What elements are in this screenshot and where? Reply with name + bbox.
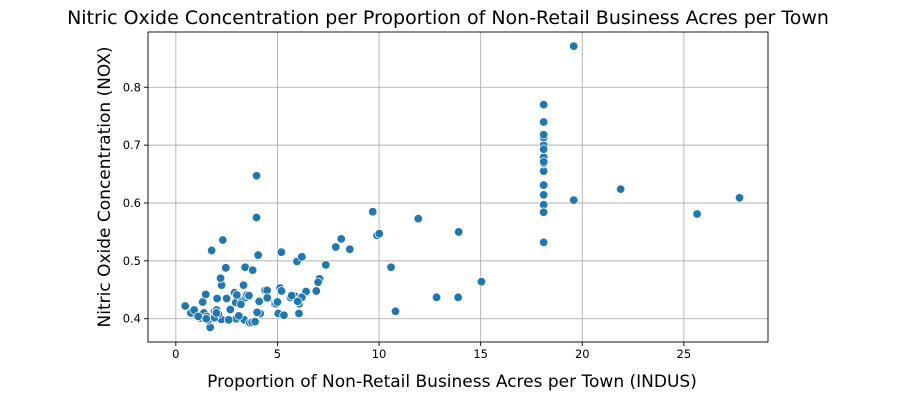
data-point [215, 273, 226, 283]
data-point [201, 289, 211, 300]
y-tick-label: 0.5 [123, 254, 141, 268]
data-point [272, 297, 283, 307]
data-point [368, 206, 378, 217]
data-point [236, 299, 246, 309]
data-point [262, 293, 272, 303]
data-point [538, 130, 549, 140]
x-tick-label: 10 [372, 347, 387, 361]
data-point [238, 280, 249, 290]
data-point [538, 144, 549, 154]
data-point [569, 195, 579, 205]
data-point [211, 308, 222, 318]
data-point [252, 307, 262, 318]
plot-frame [147, 31, 769, 343]
data-point [253, 250, 263, 260]
data-point [538, 190, 549, 200]
axis-ticks: 0 5 10 15 20 25 0.4 0.5 0.6 0.7 0.8 [123, 80, 691, 361]
y-tick-label: 0.6 [123, 196, 141, 210]
data-point [538, 157, 549, 167]
data-point [311, 286, 321, 296]
data-point [297, 252, 307, 262]
data-point [221, 263, 231, 273]
data-points [180, 41, 745, 333]
data-point [538, 117, 549, 127]
data-point [321, 260, 331, 270]
data-point [538, 237, 549, 248]
data-point [476, 277, 487, 287]
y-axis-label: Nitric Oxide Concentration (NOX) [95, 47, 115, 328]
data-point [413, 213, 423, 224]
x-axis-label: Proportion of Non-Retail Business Acres … [207, 372, 697, 392]
data-point [386, 262, 396, 272]
data-point [286, 290, 297, 301]
y-tick-label: 0.4 [123, 312, 141, 326]
data-point [276, 286, 287, 296]
data-point [390, 306, 401, 316]
data-point [454, 227, 464, 237]
data-point [734, 193, 745, 203]
y-tick-label: 0.8 [123, 80, 141, 94]
data-point [223, 315, 234, 325]
data-point [336, 234, 346, 244]
data-point [251, 212, 262, 223]
data-point [374, 228, 384, 239]
x-tick-label: 15 [473, 347, 488, 361]
data-point [279, 310, 289, 320]
data-point [538, 99, 549, 110]
data-point [313, 277, 323, 287]
data-point [247, 265, 258, 275]
data-point [692, 209, 702, 219]
data-point [251, 171, 262, 181]
x-tick-label: 5 [274, 347, 281, 361]
data-point [615, 184, 626, 194]
data-point [206, 245, 217, 256]
data-point [221, 293, 232, 304]
data-point [212, 293, 222, 304]
y-tick-label: 0.7 [123, 138, 141, 152]
data-point [569, 41, 579, 51]
data-point [538, 180, 549, 190]
data-point [180, 301, 190, 311]
data-point [244, 290, 254, 301]
data-point [234, 311, 244, 321]
x-tick-label: 0 [172, 347, 179, 361]
data-point [201, 314, 212, 324]
data-point [193, 311, 203, 322]
x-tick-label: 20 [575, 347, 590, 361]
data-point [232, 290, 242, 300]
data-point [453, 292, 463, 303]
data-point [294, 308, 304, 319]
data-point [331, 242, 341, 252]
data-point [293, 296, 303, 307]
data-point [345, 244, 355, 254]
data-point [538, 207, 549, 217]
data-point [276, 247, 287, 257]
data-point [250, 316, 260, 327]
data-point [254, 296, 264, 307]
data-point [225, 304, 236, 315]
chart-title: Nitric Oxide Concentration per Proportio… [67, 7, 829, 29]
data-point [218, 235, 228, 245]
data-point [431, 292, 442, 303]
x-tick-label: 25 [677, 347, 692, 361]
